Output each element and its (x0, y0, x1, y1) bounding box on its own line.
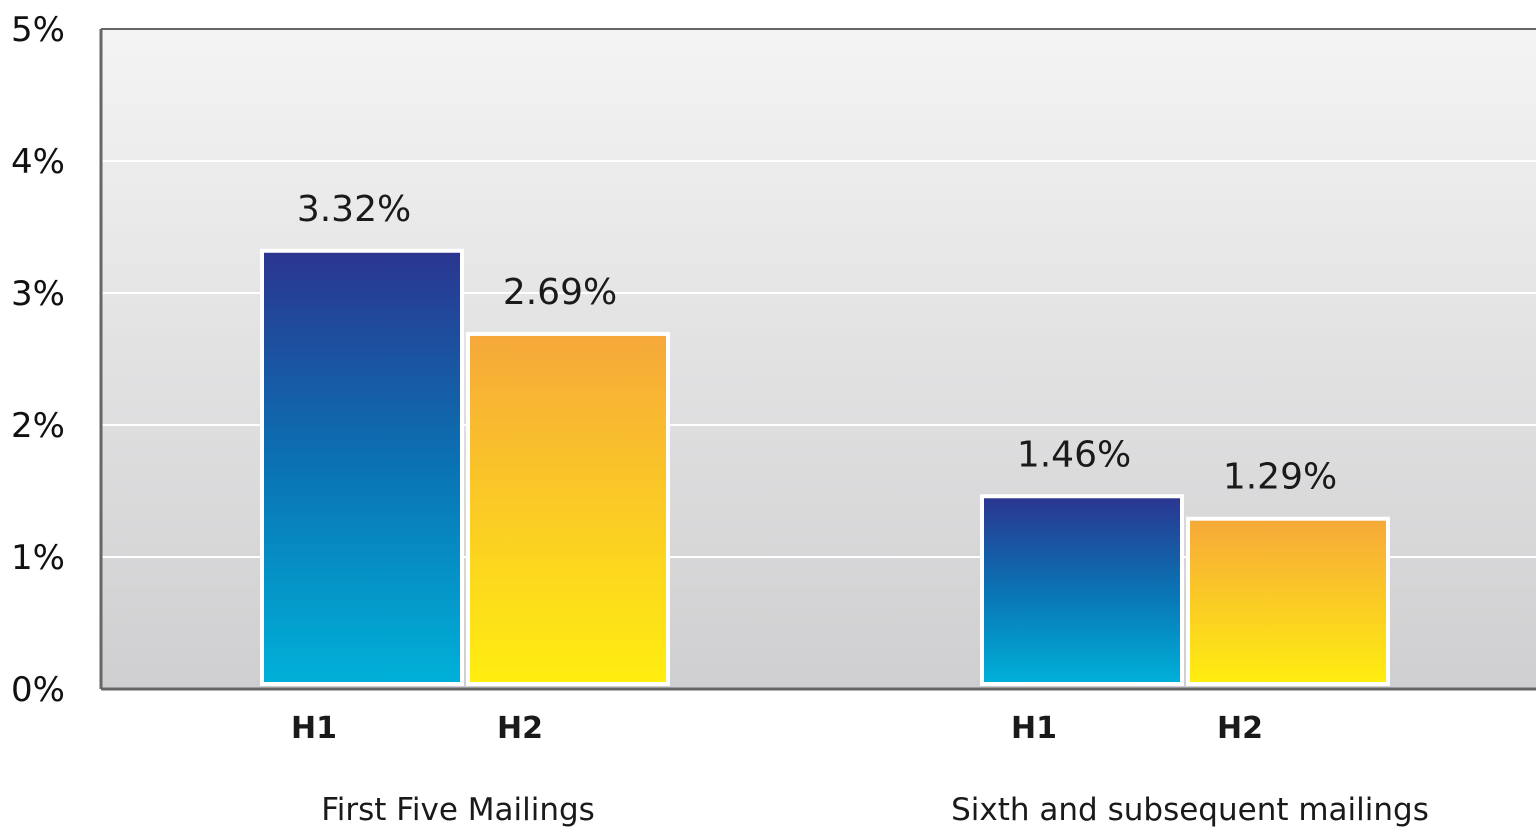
group-label: Sixth and subsequent mailings (951, 792, 1429, 828)
x-category-label: H2 (497, 711, 543, 746)
y-tick-label: 5% (11, 10, 65, 50)
bar-h1 (260, 248, 464, 686)
bar-h2 (1186, 516, 1390, 686)
x-category-label: H2 (1217, 711, 1263, 746)
data-label: 1.29% (1223, 457, 1337, 498)
y-tick-label: 0% (11, 670, 65, 710)
y-tick-label: 3% (11, 274, 65, 314)
data-label: 3.32% (297, 189, 411, 230)
x-category-label: H1 (1011, 711, 1057, 746)
y-tick-label: 1% (11, 538, 65, 578)
y-tick-label: 2% (11, 406, 65, 446)
y-tick-label: 4% (11, 142, 65, 182)
bar-h1 (980, 494, 1184, 686)
data-label: 1.46% (1017, 434, 1131, 475)
bar-h2 (466, 331, 670, 686)
group-label: First Five Mailings (321, 792, 595, 828)
data-label: 2.69% (503, 272, 617, 313)
x-category-label: H1 (291, 711, 337, 746)
